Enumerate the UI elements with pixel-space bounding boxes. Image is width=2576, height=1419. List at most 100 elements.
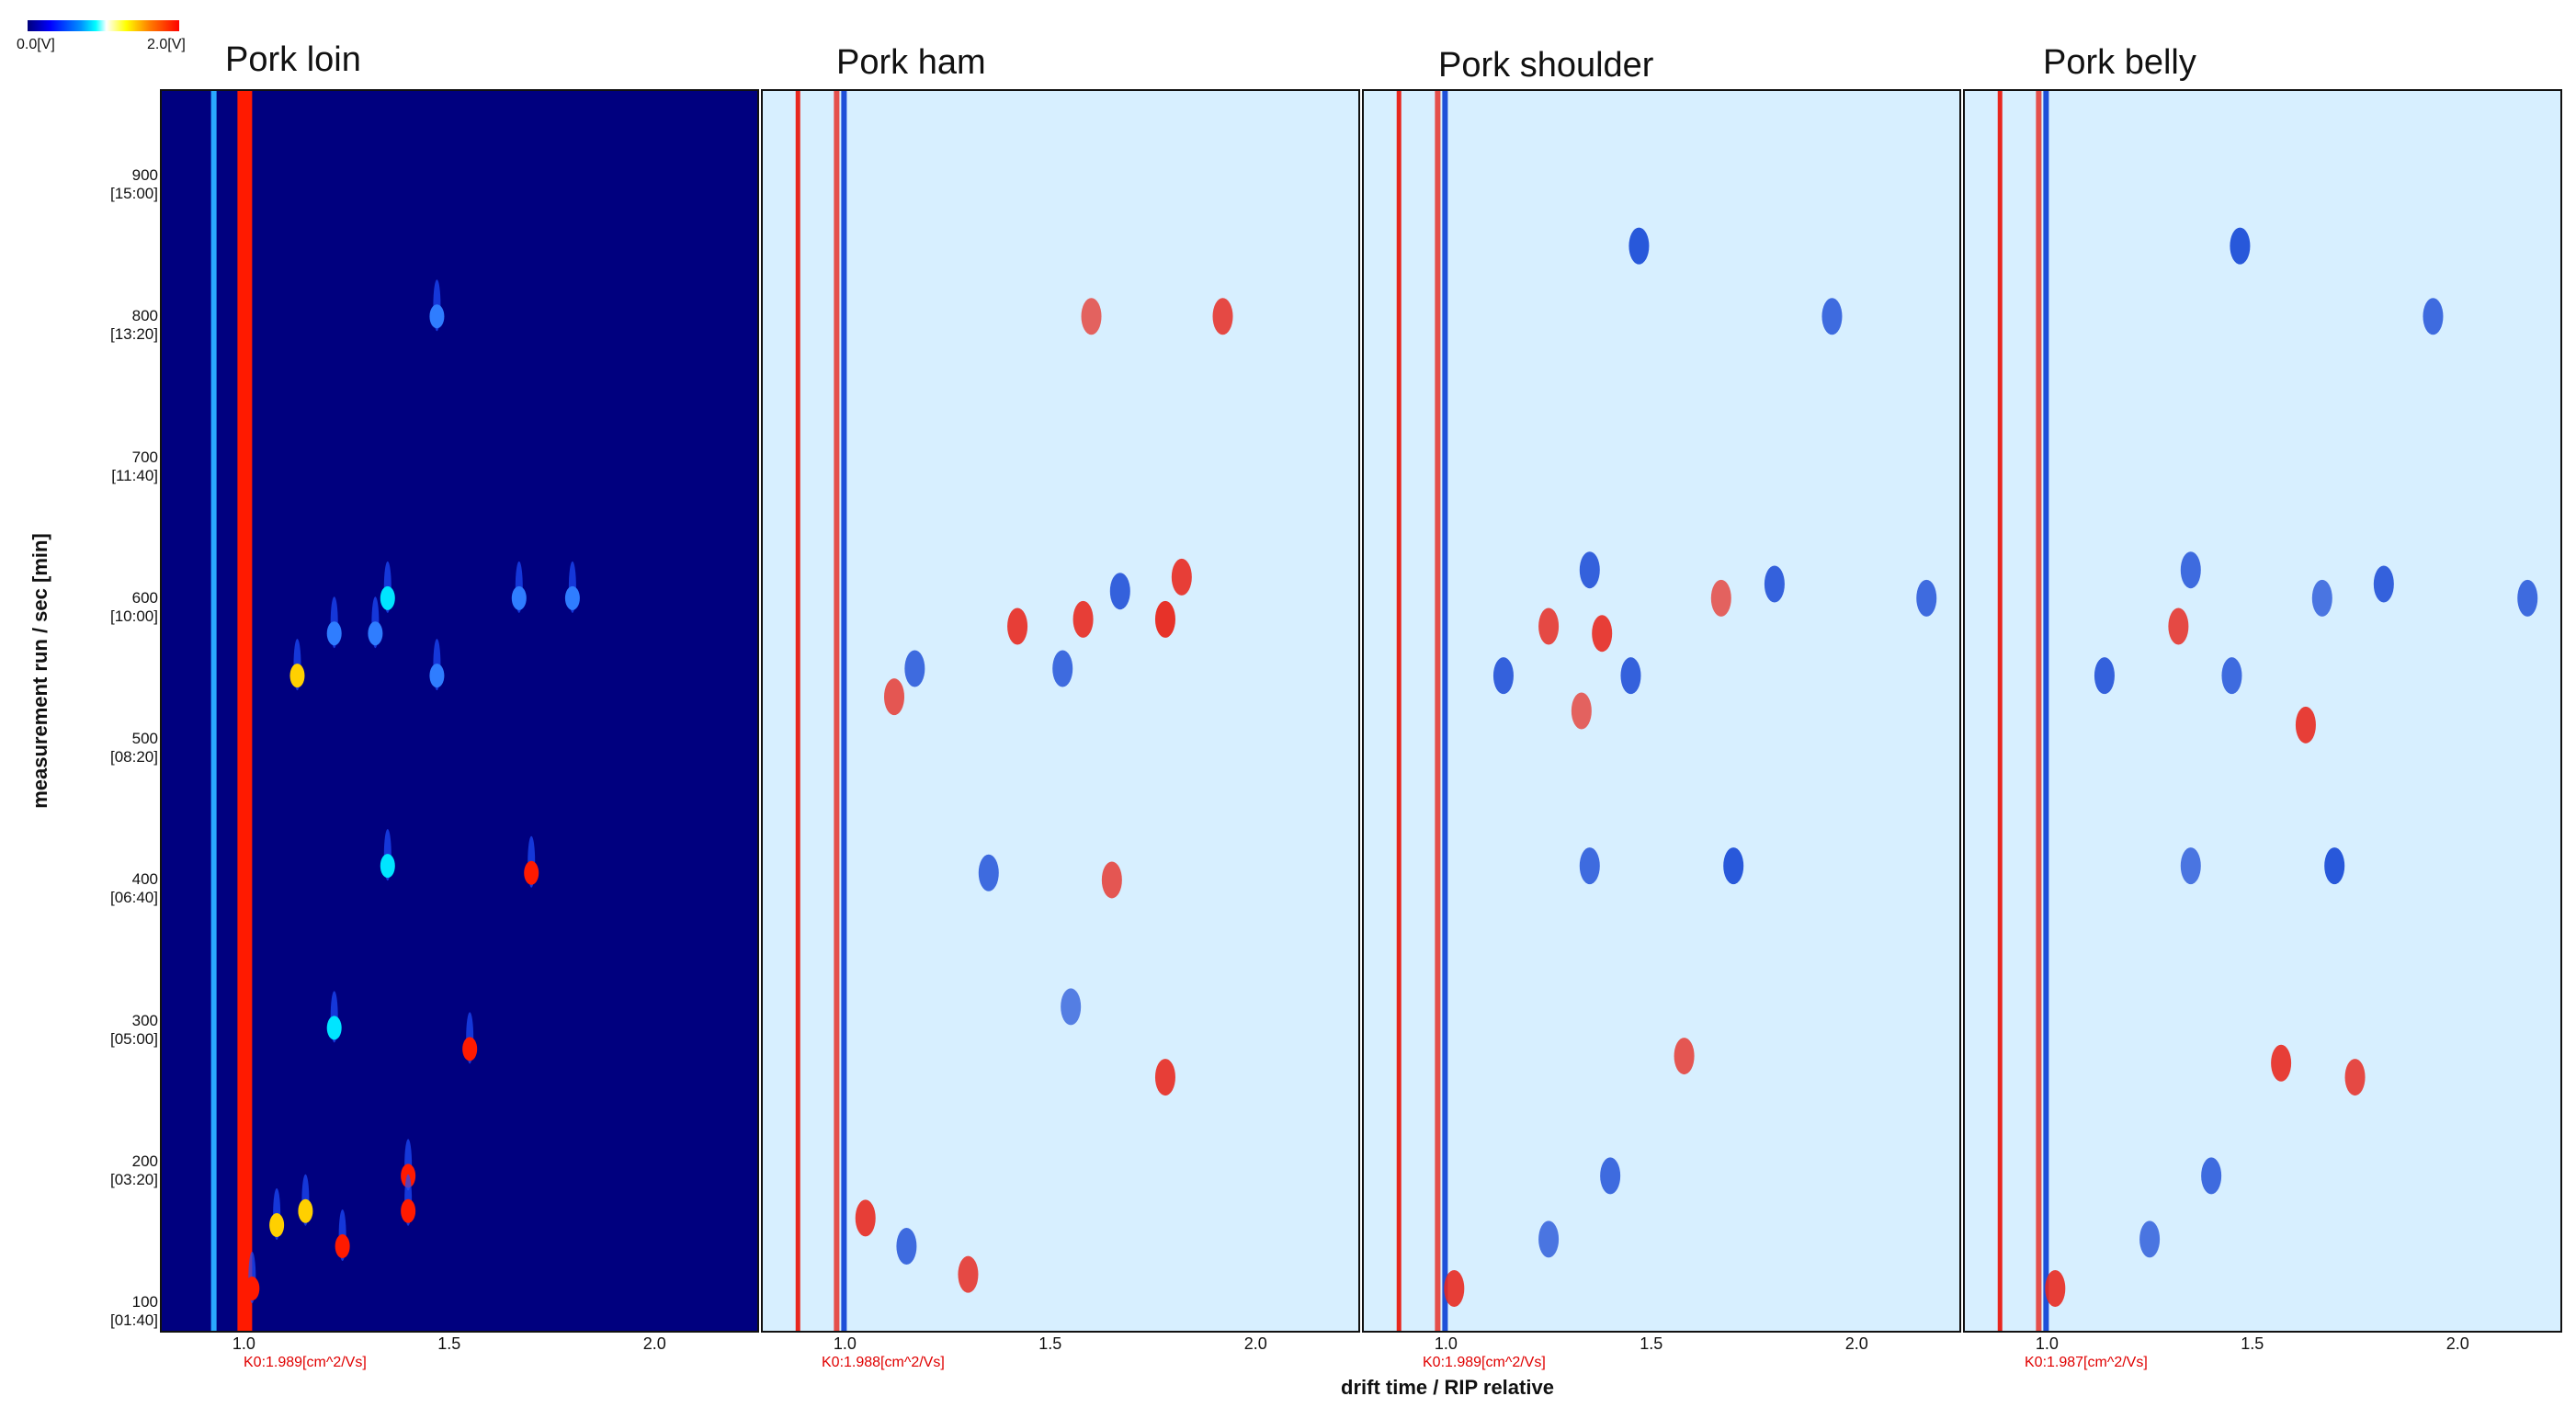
rip-band [841,91,847,1331]
heatmap-panel-belly [1963,89,2562,1333]
peak-spot [2201,1157,2222,1195]
peak-spot [1628,227,1650,265]
x-tick-label: 1.0 [1434,1334,1458,1353]
peak-spot [564,585,580,610]
panel-title-loin: Pork loin [225,40,361,79]
panel-title-shoulder: Pork shoulder [1438,46,1654,85]
colorbar-legend: 0.0[V] 2.0[V] [17,13,186,59]
peak-spot [2139,1220,2161,1258]
y-tick-seconds: 300 [131,1011,158,1029]
heatmap-background [763,91,1358,1331]
peak-spot [884,678,905,716]
peak-spot [904,650,925,687]
y-tick-seconds: 800 [131,307,158,325]
peak-spot [244,1277,260,1301]
y-tick-label: 500 [08:20] [99,730,158,766]
peak-spot [2311,579,2332,617]
heatmap-svg [763,91,1358,1331]
peak-spot [1916,579,1937,617]
peak-spot [326,1016,342,1040]
x-axis-label: drift time / RIP relative [1341,1376,1554,1399]
peak-spot [429,664,445,688]
x-tick-label: 1.5 [437,1334,461,1353]
peak-spot [2094,657,2115,695]
peak-spot [1492,657,1514,695]
peak-spot [462,1037,478,1061]
peak-spot [2230,227,2251,265]
peak-spot [896,1228,917,1266]
x-tick-label: 2.0 [2445,1334,2469,1353]
peak-spot [380,854,395,879]
peak-spot [1579,551,1600,589]
heatmap-svg [1965,91,2560,1331]
peak-spot [1052,650,1073,687]
x-tick-label: 2.0 [1243,1334,1267,1353]
peak-spot [1674,1038,1695,1075]
peak-spot [1109,573,1130,610]
peak-spot [2423,298,2444,335]
peak-spot [269,1213,285,1238]
peak-spot [958,1255,979,1293]
y-tick-seconds: 600 [131,588,158,607]
y-tick-label: 800 [13:20] [99,307,158,344]
rip-band [2043,91,2049,1331]
peak-spot [1538,1220,1560,1258]
peak-spot [2168,607,2189,645]
peak-spot [2344,1059,2366,1096]
peak-spot [1061,988,1082,1026]
heatmap-panel-loin [160,89,759,1333]
k0-label-belly: K0:1.987[cm^2/Vs] [2025,1355,2148,1370]
peak-spot [2180,847,2201,885]
peak-spot [1154,1059,1175,1096]
peak-spot [1579,847,1600,885]
y-tick-minutes: [13:20] [110,325,158,344]
peak-spot [1764,565,1785,603]
peak-spot [2295,706,2316,744]
y-tick-label: 700 [11:40] [99,448,158,485]
y-tick-seconds: 700 [131,448,158,466]
y-tick-label: 100 [01:40] [99,1293,158,1330]
x-tick-label: 1.0 [833,1334,857,1353]
peak-spot [1171,558,1192,596]
x-tick-label: 2.0 [1844,1334,1868,1353]
rip-band [237,91,253,1331]
panel-title-ham: Pork ham [836,43,986,82]
peak-spot [2045,1270,2066,1308]
peak-spot [1072,600,1094,638]
x-tick-label: 1.0 [2035,1334,2059,1353]
x-tick-label: 1.5 [2241,1334,2264,1353]
x-tick-label: 2.0 [642,1334,666,1353]
x-tick-label: 1.5 [1038,1334,1062,1353]
peak-spot [1723,847,1744,885]
peak-spot [855,1199,876,1237]
peak-spot [1154,600,1175,638]
y-axis-label: measurement run / sec [min] [28,533,51,809]
peak-spot [1592,615,1613,653]
peak-spot [1212,298,1233,335]
y-tick-seconds: 400 [131,870,158,889]
y-tick-minutes: [05:00] [110,1029,158,1048]
heatmap-svg [1364,91,1959,1331]
rip-line [795,91,800,1331]
peak-spot [401,1198,416,1223]
peak-spot [335,1234,350,1259]
y-tick-minutes: [08:20] [110,748,158,766]
rip-band [1442,91,1448,1331]
colorbar-max-label: 2.0[V] [147,37,186,52]
y-tick-minutes: [15:00] [110,184,158,202]
peak-spot [2180,551,2201,589]
heatmap-panel-ham [761,89,1360,1333]
heatmap-background [162,91,757,1331]
y-tick-seconds: 500 [131,730,158,748]
peak-spot [289,664,305,688]
peak-spot [1081,298,1102,335]
peak-spot [2221,657,2242,695]
rip-line [1997,91,2003,1331]
peak-spot [978,854,999,891]
peak-spot [326,621,342,646]
peak-spot [1571,692,1592,730]
peak-spot [429,304,445,329]
y-tick-minutes: [03:20] [110,1171,158,1189]
y-tick-label: 600 [10:00] [99,589,158,626]
y-tick-seconds: 900 [131,165,158,184]
